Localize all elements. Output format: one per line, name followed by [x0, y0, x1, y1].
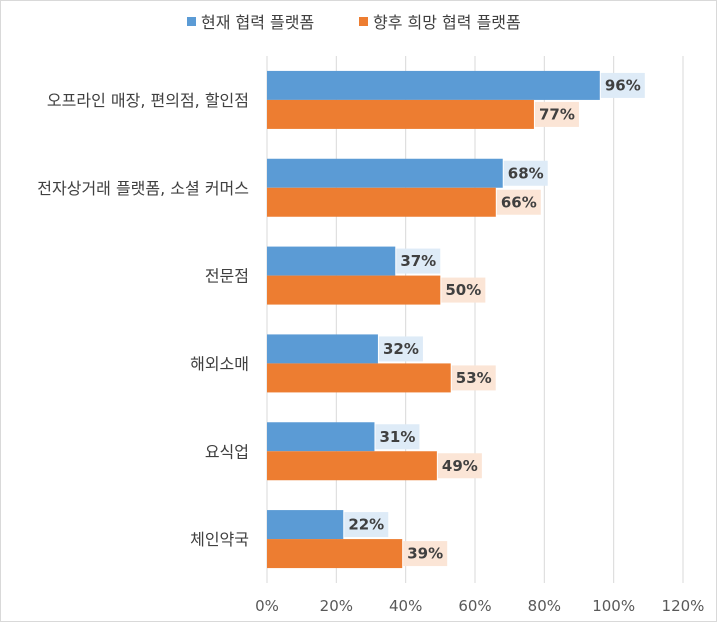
value-label: 68% [508, 164, 544, 182]
category-label: 해외소매 [190, 354, 249, 373]
x-tick-label: 40% [389, 597, 422, 615]
category-label: 요식업 [205, 442, 249, 461]
value-label: 66% [501, 193, 537, 211]
value-label-bg [375, 424, 420, 450]
value-labels: 96% 77% 68% 66% 37% 50% 32% 53% 31% 49% 22% 39% [344, 72, 645, 567]
value-label-bg [396, 248, 441, 274]
legend-label: 현재 협력 플랫폼 [201, 13, 314, 32]
bar [267, 539, 403, 569]
category-label: 체인약국 [190, 530, 249, 549]
category-label: 오프라인 매장, 편의점, 할인점 [47, 91, 249, 110]
x-tick-label: 80% [528, 597, 561, 615]
value-label-bg [451, 365, 496, 391]
value-label: 53% [456, 369, 492, 387]
legend-swatch [187, 17, 196, 26]
value-label: 49% [442, 457, 478, 475]
value-label-bg [403, 541, 448, 567]
bar [267, 246, 396, 276]
bar [267, 422, 375, 452]
value-label: 96% [605, 76, 641, 94]
value-label: 32% [383, 340, 419, 358]
value-label: 77% [539, 105, 575, 123]
value-label: 50% [445, 281, 481, 299]
value-label-bg [344, 512, 389, 538]
x-tick-label: 120% [662, 597, 705, 615]
legend-label: 향후 희망 협력 플랫폼 [373, 13, 521, 32]
category-label: 전자상거래 플랫폼, 소셜 커머스 [37, 179, 249, 198]
value-label-bg [441, 277, 486, 303]
value-label-bg [503, 160, 548, 186]
value-label-bg [496, 189, 541, 215]
x-tick-label: 60% [458, 597, 491, 615]
value-label: 22% [348, 516, 384, 534]
bar [267, 363, 451, 393]
value-label: 39% [407, 545, 443, 563]
grid-lines [266, 56, 684, 583]
bar [267, 275, 441, 305]
legend: 현재 협력 플랫폼 향후 희망 협력 플랫폼 [187, 13, 521, 32]
bar [267, 70, 600, 100]
x-tick-label: 20% [320, 597, 353, 615]
x-tick-labels: 0% 20% 40% 60% 80% 100% 120% [255, 597, 704, 615]
value-label-bg [437, 453, 482, 479]
bar [267, 187, 496, 217]
value-label-bg [600, 72, 645, 98]
legend-swatch [359, 17, 368, 26]
bar [267, 451, 437, 481]
bars [267, 70, 600, 569]
bar [267, 99, 534, 129]
bar [267, 158, 503, 188]
category-label: 전문점 [205, 267, 249, 286]
value-label-bg [378, 336, 423, 362]
value-label: 37% [400, 252, 436, 270]
bar [267, 510, 344, 540]
bar [267, 334, 378, 364]
value-label-bg [534, 101, 579, 127]
value-label: 31% [380, 428, 416, 446]
x-tick-label: 0% [255, 597, 279, 615]
x-tick-label: 100% [592, 597, 635, 615]
